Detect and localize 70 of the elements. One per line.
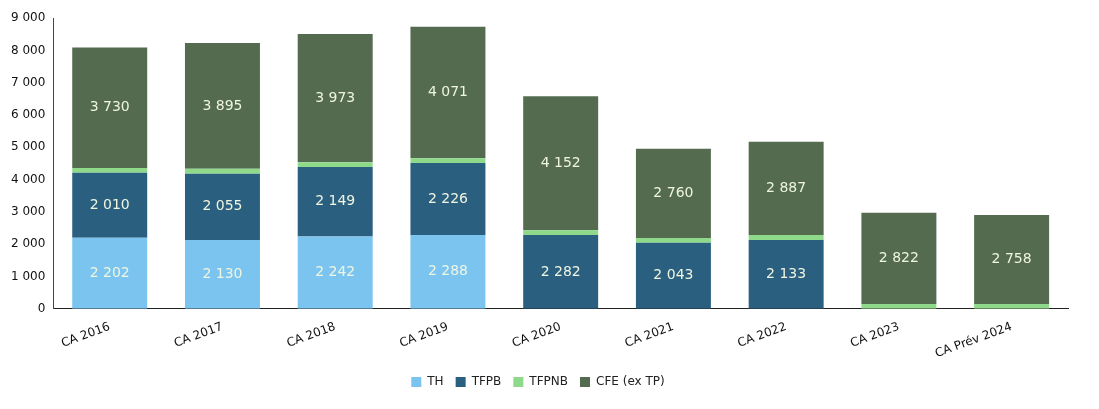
- bar: [748, 141, 824, 236]
- x-tick-label: CA 2022: [735, 319, 789, 350]
- y-tick-label: 4 000: [10, 171, 46, 186]
- bar: [184, 240, 260, 309]
- y-tick-label: 6 000: [10, 107, 46, 122]
- x-tick-label: CA 2017: [171, 319, 225, 350]
- data-label: 2 242: [315, 263, 356, 280]
- legend-label: TFPNB: [528, 374, 569, 389]
- x-tick-label: CA 2018: [284, 319, 338, 350]
- data-label: 4 071: [427, 83, 468, 100]
- bar: [184, 173, 260, 241]
- bar: [72, 167, 148, 173]
- bar: [297, 33, 373, 163]
- data-label: 4 152: [540, 153, 581, 170]
- data-label: 2 288: [427, 262, 468, 279]
- data-label: 2 758: [991, 250, 1032, 267]
- bar: [297, 162, 373, 168]
- bar: [523, 230, 599, 236]
- bar: [861, 212, 937, 304]
- x-tick-label: CA Prév 2024: [932, 319, 1014, 360]
- x-tick-label: CA 2016: [59, 319, 112, 350]
- bar: [523, 235, 599, 309]
- data-label: 2 226: [427, 189, 469, 206]
- data-label: 2 043: [653, 266, 694, 283]
- bar: [184, 43, 260, 169]
- data-label: 3 895: [202, 96, 243, 113]
- x-tick-label: CA 2023: [848, 319, 901, 350]
- data-label: 3 973: [315, 88, 356, 105]
- y-tick-label: 3 000: [10, 204, 46, 219]
- data-label: 2 822: [878, 249, 919, 266]
- y-tick-label: 5 000: [10, 139, 46, 154]
- y-tick-label: 9 000: [10, 10, 46, 25]
- bar: [635, 242, 711, 309]
- data-label: 2 010: [89, 195, 130, 212]
- y-tick-label: 8 000: [10, 42, 46, 57]
- bar: [410, 158, 486, 164]
- bar: [72, 47, 148, 168]
- data-label: 2 887: [766, 179, 807, 196]
- y-tick-label: 1 000: [10, 268, 46, 283]
- legend-label: TH: [426, 374, 444, 389]
- data-label: 2 149: [315, 192, 356, 209]
- data-label: 2 282: [540, 262, 581, 279]
- bar: [184, 168, 260, 174]
- bar: [635, 237, 711, 243]
- bar: [297, 167, 373, 237]
- bar: [748, 235, 824, 240]
- bar: [72, 237, 148, 309]
- bar: [523, 96, 599, 231]
- data-label: 3 730: [89, 98, 130, 115]
- bar: [297, 236, 373, 309]
- bar: [410, 163, 486, 235]
- legend-label: CFE (ex TP): [596, 374, 665, 389]
- bar: [748, 239, 824, 309]
- y-tick-label: 7 000: [10, 74, 46, 89]
- data-label: 2 133: [766, 264, 807, 281]
- data-label: 2 130: [202, 265, 243, 282]
- legend-label: TFPB: [470, 374, 502, 389]
- data-label: 2 202: [89, 263, 130, 280]
- bar: [410, 26, 486, 159]
- data-label: 2 760: [653, 184, 694, 201]
- x-tick-label: CA 2020: [510, 319, 563, 350]
- bar: [974, 214, 1050, 304]
- bar: [72, 172, 148, 238]
- y-tick-label: 0: [37, 300, 46, 315]
- bar: [635, 148, 711, 238]
- x-tick-label: CA 2019: [397, 319, 451, 350]
- data-label: 2 055: [202, 197, 243, 214]
- x-tick-label: CA 2021: [622, 319, 676, 350]
- y-tick-label: 2 000: [10, 236, 46, 251]
- bar: [410, 234, 486, 309]
